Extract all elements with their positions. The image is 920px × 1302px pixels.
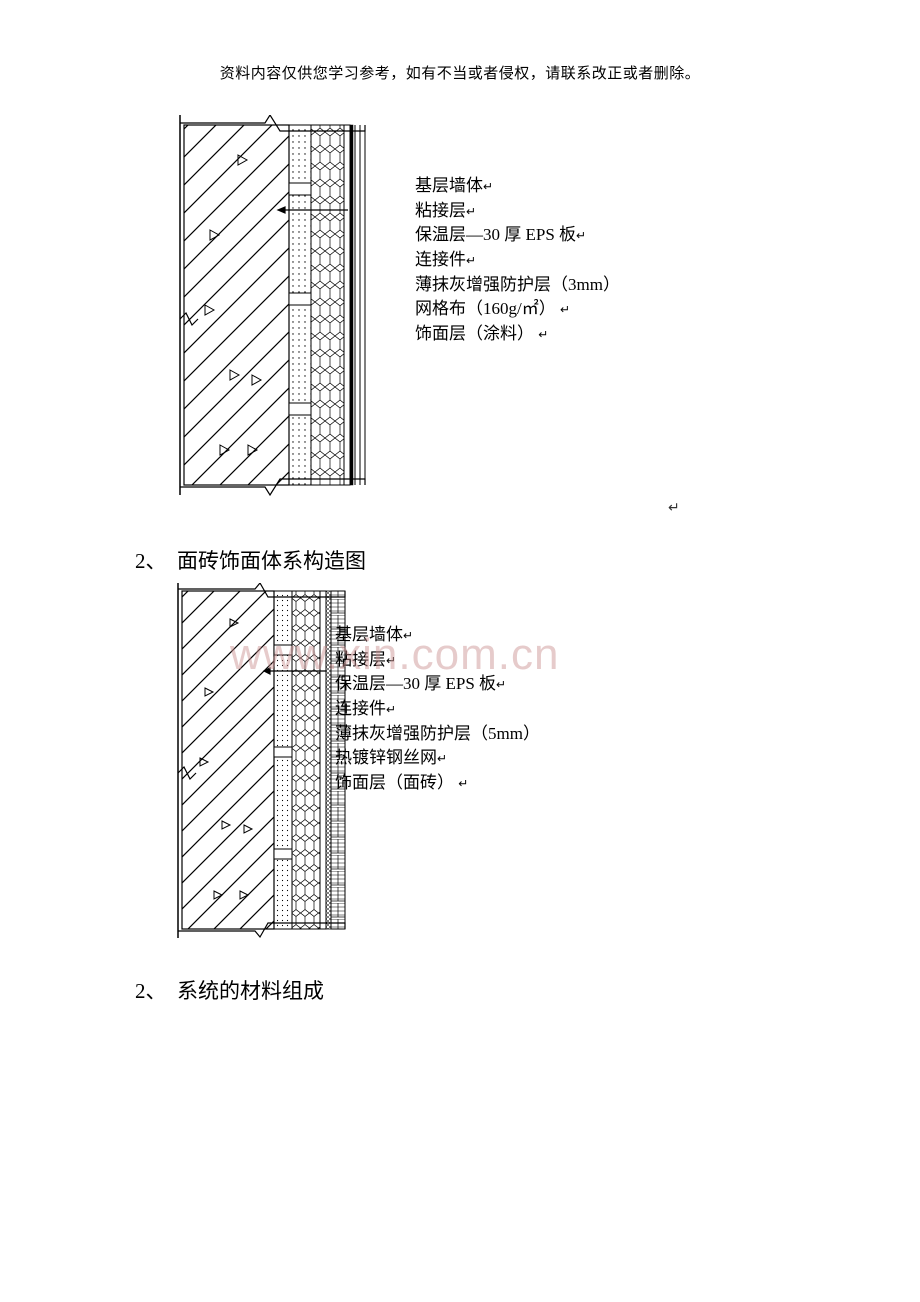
layer-labels-1: 基层墙体↵ 粘接层↵ 保温层—30 厚 EPS 板↵ 连接件↵ 薄抹灰增强防护层… xyxy=(415,174,620,346)
label-eps: 保温层—30 厚 EPS 板↵ xyxy=(415,223,620,248)
label2-base-wall: 基层墙体↵ xyxy=(335,623,540,648)
heading-material-composition: 2、 系统的材料组成 xyxy=(135,975,324,1005)
label-connector: 连接件↵ xyxy=(415,248,620,273)
diagram-tile-finish: 基层墙体↵ 粘接层↵ 保温层—30 厚 EPS 板↵ 连接件↵ 薄抹灰增强防护层… xyxy=(170,583,770,943)
diagram-paint-finish: 基层墙体↵ 粘接层↵ 保温层—30 厚 EPS 板↵ 连接件↵ 薄抹灰增强防护层… xyxy=(170,115,770,505)
wall-section-svg-1 xyxy=(170,115,390,505)
label-mesh: 网格布（160g/㎡） ↵ xyxy=(415,297,620,322)
label-base-wall: 基层墙体↵ xyxy=(415,174,620,199)
label2-connector: 连接件↵ xyxy=(335,697,540,722)
label2-wire: 热镀锌钢丝网↵ xyxy=(335,746,540,771)
label2-eps: 保温层—30 厚 EPS 板↵ xyxy=(335,672,540,697)
layer-labels-2: 基层墙体↵ 粘接层↵ 保温层—30 厚 EPS 板↵ 连接件↵ 薄抹灰增强防护层… xyxy=(335,623,540,795)
label2-plaster: 薄抹灰增强防护层（5mm） xyxy=(335,722,540,747)
header-note: 资料内容仅供您学习参考，如有不当或者侵权，请联系改正或者删除。 xyxy=(0,62,920,83)
return-mark: ↵ xyxy=(668,500,680,517)
label2-finish: 饰面层（面砖） ↵ xyxy=(335,771,540,796)
label-finish: 饰面层（涂料） ↵ xyxy=(415,322,620,347)
label-adhesive: 粘接层↵ xyxy=(415,199,620,224)
heading-tile-system: 2、 面砖饰面体系构造图 xyxy=(135,545,366,575)
label-plaster: 薄抹灰增强防护层（3mm） xyxy=(415,273,620,298)
label2-adhesive: 粘接层↵ xyxy=(335,648,540,673)
